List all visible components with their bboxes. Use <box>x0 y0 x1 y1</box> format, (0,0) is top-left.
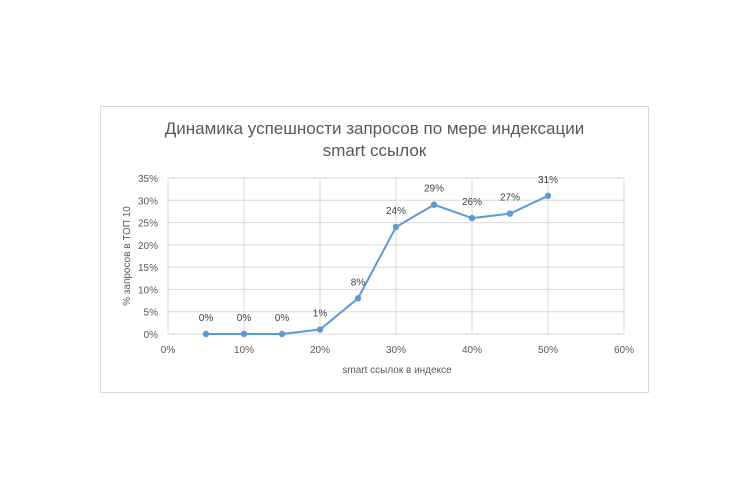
x-tick-label: 10% <box>234 345 254 356</box>
data-label: 31% <box>538 175 558 186</box>
data-point <box>202 330 210 338</box>
y-tick-label: 25% <box>138 219 158 230</box>
y-axis-title: % запросов в ТОП 10 <box>122 206 133 306</box>
tick-labels: 0% 10% 20% 30% 40% 50% 60% 0% 5% 10% 15% 20% 25% 30% 3… <box>138 174 634 356</box>
chart-area <box>100 106 649 393</box>
x-tick-label: 20% <box>310 345 330 356</box>
data-label: 0% <box>275 313 290 324</box>
y-tick-label: 10% <box>138 285 158 296</box>
y-tick-label: 30% <box>138 196 158 207</box>
data-point <box>240 330 248 338</box>
x-tick-label: 30% <box>386 345 406 356</box>
data-label: 26% <box>462 197 482 208</box>
data-point <box>316 326 324 333</box>
y-tick-label: 15% <box>138 263 158 274</box>
data-point <box>544 192 552 200</box>
chart-title: Динамика успешности запросов по мере инд… <box>100 118 649 162</box>
gridlines <box>167 177 625 335</box>
series-line <box>206 194 549 335</box>
data-label: 8% <box>351 277 366 288</box>
y-tick-label: 35% <box>138 174 158 185</box>
data-label: 0% <box>237 313 252 324</box>
data-label: 27% <box>500 193 520 204</box>
data-label: 24% <box>386 206 406 217</box>
x-tick-label: 60% <box>614 345 634 356</box>
y-tick-label: 0% <box>144 330 159 341</box>
data-point <box>506 210 514 217</box>
chart-title-line-2: smart ссылок <box>322 141 427 160</box>
chart-title-line-1: Динамика успешности запросов по мере инд… <box>164 119 585 138</box>
x-tick-label: 40% <box>462 345 482 356</box>
x-tick-label: 50% <box>538 345 558 356</box>
data-point <box>430 201 438 208</box>
y-tick-label: 20% <box>138 241 158 252</box>
data-points <box>202 192 552 338</box>
data-label: 29% <box>424 184 444 195</box>
data-point <box>354 295 362 302</box>
x-tick-label: 0% <box>161 345 176 356</box>
series-polyline <box>206 194 549 335</box>
data-label: 1% <box>313 309 328 320</box>
data-label: 0% <box>199 313 214 324</box>
data-point <box>392 223 400 231</box>
data-point <box>468 214 476 222</box>
data-point <box>278 330 286 338</box>
data-labels: 0% 0% 0% 1% 8% 24% 29% 26% 27% 31% <box>199 175 558 324</box>
x-axis-title: smart ссылок в индексе <box>342 365 452 376</box>
y-tick-label: 5% <box>144 308 159 319</box>
